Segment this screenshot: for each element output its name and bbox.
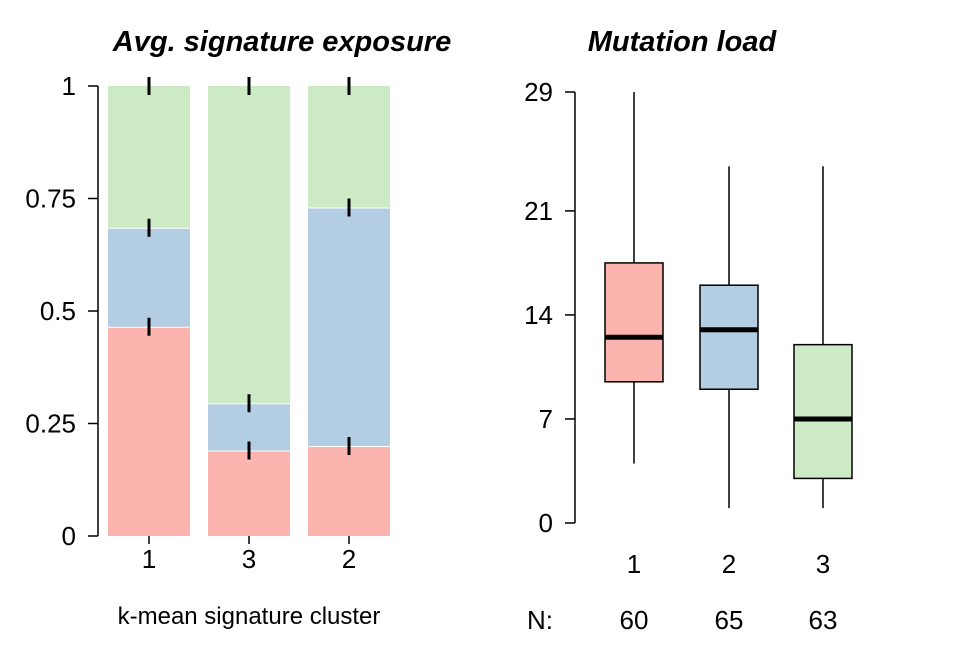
x-axis-label-left: k-mean signature cluster xyxy=(118,603,381,630)
stacked-bars xyxy=(108,86,390,536)
mutation-load-title: Mutation load xyxy=(588,26,778,58)
x-tick-label-left: 1 xyxy=(142,544,156,574)
x-tick-label-left: 3 xyxy=(242,544,256,574)
bar-segment-2-cluster-1 xyxy=(108,227,190,327)
bar-segment-1-cluster-2 xyxy=(308,446,390,536)
y-axis-right: 0 7 14 21 29 xyxy=(524,77,576,538)
y-tick-label-left: 0.25 xyxy=(25,409,76,439)
sample-count: 60 xyxy=(620,605,649,635)
error-marks xyxy=(147,77,351,460)
y-tick-label-right: 21 xyxy=(524,196,553,226)
y-tick-label-left: 1 xyxy=(62,71,76,101)
y-tick-label-left: 0.75 xyxy=(25,184,76,214)
sample-counts: 60 65 63 xyxy=(620,605,838,635)
mutation-load-chart: Mutation load 0 7 14 21 29 1 2 3 N: 60 65 63 xyxy=(524,26,853,635)
box-cluster-1 xyxy=(604,262,664,383)
x-tick-label-right: 1 xyxy=(627,549,641,579)
signature-exposure-chart: Avg. signature exposure 0 0.25 0.5 0.75 1 1 3… xyxy=(25,26,451,630)
box-cluster-3 xyxy=(793,343,853,480)
bar-segment-1-cluster-1 xyxy=(108,326,190,536)
bar-segment-3-cluster-3 xyxy=(208,86,290,404)
x-axis-right: 1 2 3 xyxy=(627,549,830,579)
y-tick-label-left: 0.5 xyxy=(40,296,76,326)
signature-exposure-title: Avg. signature exposure xyxy=(112,26,451,58)
y-tick-label-right: 29 xyxy=(524,77,553,107)
y-tick-label-right: 0 xyxy=(539,508,553,538)
sample-count: 63 xyxy=(809,605,838,635)
box-cluster-2 xyxy=(699,284,759,390)
x-tick-label-right: 2 xyxy=(722,549,736,579)
y-tick-label-right: 14 xyxy=(524,300,553,330)
y-tick-label-left: 0 xyxy=(62,521,76,551)
bar-segment-3-cluster-2 xyxy=(308,86,390,208)
x-axis-left: 1 3 2 xyxy=(142,536,356,574)
boxplots xyxy=(604,92,853,509)
bar-segment-2-cluster-2 xyxy=(308,207,390,446)
count-label: N: xyxy=(527,605,553,635)
bar-segment-3-cluster-1 xyxy=(108,86,190,228)
x-tick-label-left: 2 xyxy=(342,544,356,574)
sample-count: 65 xyxy=(715,605,744,635)
bar-segment-1-cluster-3 xyxy=(208,450,290,536)
y-tick-label-right: 7 xyxy=(539,404,553,434)
y-axis-left: 0 0.25 0.5 0.75 1 xyxy=(25,71,99,551)
x-tick-label-right: 3 xyxy=(816,549,830,579)
